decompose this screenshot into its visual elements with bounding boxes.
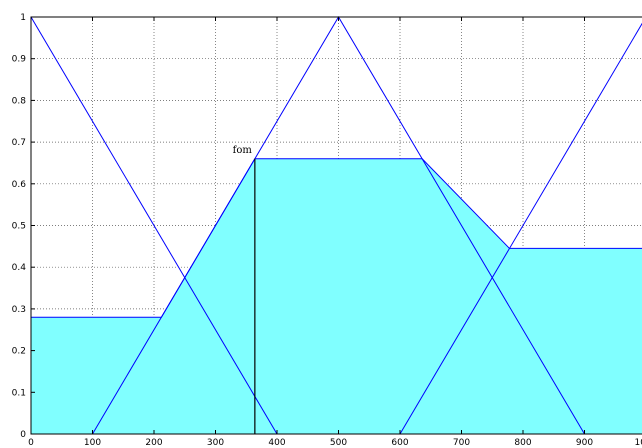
x-tick-label: 800 <box>514 438 531 448</box>
membership-line <box>399 22 642 435</box>
y-axis-ticks: 0 0.1 0.2 0.3 0.4 0.5 0.6 0.7 0.8 0.9 1 <box>12 13 35 440</box>
y-tick-label: 0.8 <box>12 96 27 106</box>
x-tick-label: 700 <box>453 438 470 448</box>
aggregated-area-layer <box>30 158 642 435</box>
x-tick-label: 300 <box>207 438 224 448</box>
membership-line <box>30 16 278 435</box>
x-tick-label: 900 <box>576 438 593 448</box>
x-tick-label: 200 <box>145 438 162 448</box>
y-tick-label: 0.9 <box>12 55 27 65</box>
x-tick-label: 600 <box>391 438 408 448</box>
y-tick-label: 0.3 <box>12 305 26 315</box>
fom-label: fom <box>233 145 253 156</box>
y-tick-label: 1 <box>20 13 26 23</box>
x-tick-label: 500 <box>330 438 347 448</box>
y-tick-label: 0.4 <box>12 263 27 273</box>
x-tick-label: 0 <box>28 438 34 448</box>
y-tick-label: 0 <box>20 430 26 440</box>
aggregated-area <box>30 158 642 435</box>
y-tick-label: 0.7 <box>12 138 26 148</box>
x-tick-label: 400 <box>268 438 285 448</box>
y-tick-label: 0.2 <box>12 347 26 357</box>
x-tick-label: 100 <box>84 438 101 448</box>
y-tick-label: 0.5 <box>12 222 26 232</box>
y-tick-label: 0.6 <box>12 180 27 190</box>
x-tick-label: 1000 <box>635 438 642 448</box>
x-axis-ticks: 0 100 200 300 400 500 600 700 800 900 1000 <box>28 17 642 448</box>
y-tick-label: 0.1 <box>12 388 26 398</box>
